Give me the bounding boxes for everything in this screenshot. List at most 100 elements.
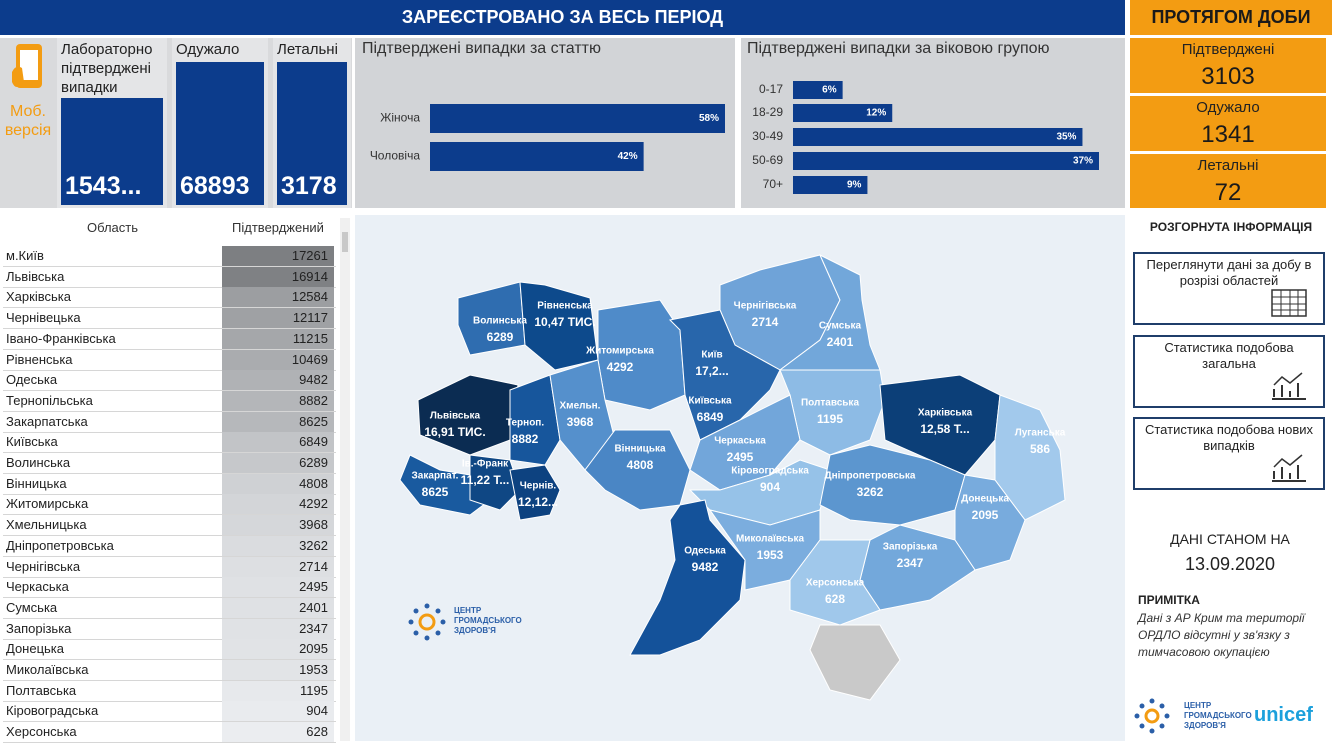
region-name: Ів.-Франк: [462, 459, 509, 470]
region-value: 11,22 Т...: [461, 473, 510, 487]
region-value: 17,2...: [695, 364, 728, 378]
card-box: [61, 98, 163, 205]
region-name: Чернів.: [520, 481, 557, 492]
row-value: 2495: [222, 577, 334, 598]
side-button[interactable]: [1133, 252, 1325, 325]
row-line: [3, 328, 336, 330]
side-title: РОЗГОРНУТА ІНФОРМАЦІЯ: [1149, 220, 1313, 234]
note-title: ПРИМІТКА: [1138, 593, 1200, 607]
row-line: [3, 493, 336, 495]
region: [457, 281, 526, 356]
bar-value-label: 42%: [618, 151, 638, 162]
region-value: 628: [825, 592, 845, 606]
region-value: 586: [1030, 442, 1050, 456]
region-value: 8882: [512, 432, 539, 446]
card-box: [277, 62, 347, 205]
button-label[interactable]: Статистика подобова нових випадків: [1144, 422, 1314, 453]
row-value: 8625: [222, 411, 334, 432]
bar-value-label: 35%: [1056, 132, 1076, 143]
button-icon[interactable]: [1270, 288, 1308, 318]
column-header: Область: [86, 220, 139, 235]
row-value: 17261: [222, 246, 334, 266]
map: Волинська 6289 Рівненська 10,47 ТИС. Житомир…: [399, 253, 1066, 701]
row-name: Вінницька: [6, 475, 67, 491]
daily-label: Одужало: [1196, 99, 1260, 116]
region: [879, 374, 1001, 476]
unicef-logo: unicef: [1254, 704, 1313, 726]
region-name: Київська: [688, 396, 732, 407]
region-value: 2095: [972, 508, 999, 522]
row-name: Рівненська: [6, 351, 73, 367]
row-line: [3, 721, 336, 723]
daily-card: [1130, 96, 1326, 151]
button-label[interactable]: Переглянути дані за добу в розрізі облас…: [1146, 257, 1312, 288]
region-name: Луганська: [1015, 428, 1066, 439]
note: Дані з АР Крим та території ОРДЛО відсут…: [1138, 611, 1305, 659]
row-line: [3, 266, 336, 267]
region-name: Волинська: [473, 316, 527, 327]
bar-category: 70+: [763, 177, 783, 191]
logo-icon: [1134, 698, 1170, 734]
region: [954, 474, 1026, 571]
region: [509, 464, 561, 521]
row-value: 11215: [222, 328, 334, 349]
card-value: 3178: [281, 172, 337, 200]
side-button[interactable]: [1133, 417, 1325, 490]
row-line: [3, 369, 336, 371]
mobile-link[interactable]: Моб. версія: [4, 103, 52, 139]
phone-icon[interactable]: [10, 42, 50, 96]
row-value: 12584: [222, 287, 334, 308]
bar: [793, 104, 893, 122]
button-icon[interactable]: [1270, 453, 1308, 483]
region-name: Донецька: [961, 494, 1009, 505]
row-name: Київська: [6, 434, 58, 450]
row-value: 1195: [222, 680, 334, 701]
row-line: [3, 390, 336, 392]
row-name: Чернігівська: [6, 558, 81, 574]
region-value: 10,47 ТИС.: [534, 315, 595, 329]
bar-category: 0-17: [759, 82, 783, 96]
row-value: 9482: [222, 370, 334, 391]
card-box: [176, 62, 264, 205]
region: [584, 429, 691, 511]
bar: [793, 176, 868, 194]
region-name: Закарпат.: [412, 471, 459, 482]
bar: [793, 128, 1083, 146]
logo-text: ЦЕНТР ГРОМАДСЬКОГО ЗДОРОВ'Я: [1184, 701, 1252, 730]
row-name: Івано-Франківська: [6, 330, 116, 346]
bar: [793, 81, 843, 99]
row-line: [3, 535, 336, 537]
row-name: Донецька: [6, 641, 65, 657]
logo-icon: [408, 603, 446, 641]
region-value: 8625: [422, 485, 449, 499]
side-button[interactable]: [1133, 335, 1325, 408]
scroll-thumb[interactable]: [342, 232, 348, 252]
daily-value: 72: [1214, 179, 1242, 206]
row-line: [3, 410, 336, 412]
row-value: 4808: [222, 473, 334, 494]
region-value: 4292: [607, 360, 634, 374]
row-value: 3262: [222, 535, 334, 556]
row-line: [3, 638, 336, 640]
row-line: [3, 597, 336, 599]
region-value: 3262: [857, 485, 884, 499]
row-value: 2347: [222, 618, 334, 639]
card-label: Одужало: [176, 41, 240, 58]
daily-value: 3103: [1201, 63, 1255, 90]
row-value: 4292: [222, 494, 334, 515]
row-value: 16914: [222, 266, 334, 287]
daily-label: Летальні: [1197, 157, 1259, 174]
row-name: Житомирська: [6, 496, 89, 512]
scrollbar[interactable]: [340, 218, 350, 741]
date-label: ДАНІ СТАНОМ НА: [1170, 531, 1290, 547]
region: [789, 539, 881, 626]
region-name: Полтавська: [801, 398, 859, 409]
row-name: Миколаївська: [6, 662, 89, 677]
logo-text: ЦЕНТР ГРОМАДСЬКОГО ЗДОРОВ'Я: [454, 606, 522, 635]
button-icon[interactable]: [1270, 371, 1308, 401]
button-label[interactable]: Статистика подобова загальна: [1164, 340, 1294, 371]
row-name: Херсонська: [6, 724, 77, 740]
region-name: Дніпропетровська: [825, 471, 916, 482]
region-name: Сумська: [819, 321, 862, 332]
